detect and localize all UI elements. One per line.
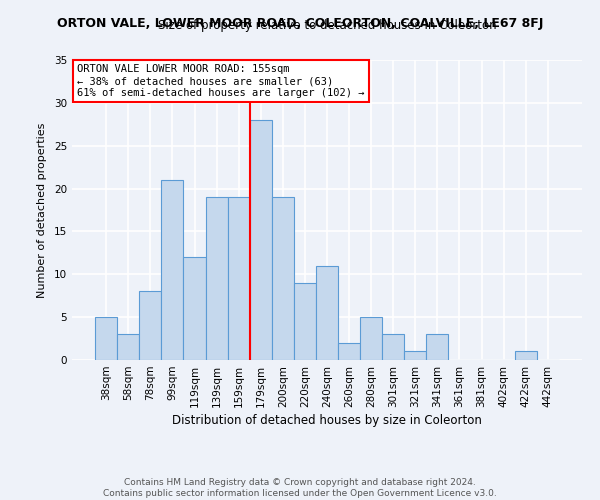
Bar: [515, 352, 537, 360]
Bar: [227, 197, 250, 360]
Bar: [117, 334, 139, 360]
Text: Contains HM Land Registry data © Crown copyright and database right 2024.
Contai: Contains HM Land Registry data © Crown c…: [103, 478, 497, 498]
Bar: [338, 343, 360, 360]
Bar: [427, 334, 448, 360]
Bar: [161, 180, 184, 360]
Y-axis label: Number of detached properties: Number of detached properties: [37, 122, 47, 298]
Title: Size of property relative to detached houses in Coleorton: Size of property relative to detached ho…: [158, 20, 496, 32]
Text: ORTON VALE, LOWER MOOR ROAD, COLEORTON, COALVILLE, LE67 8FJ: ORTON VALE, LOWER MOOR ROAD, COLEORTON, …: [57, 18, 543, 30]
Bar: [316, 266, 338, 360]
Bar: [272, 197, 294, 360]
Bar: [360, 317, 382, 360]
Text: ORTON VALE LOWER MOOR ROAD: 155sqm
← 38% of detached houses are smaller (63)
61%: ORTON VALE LOWER MOOR ROAD: 155sqm ← 38%…: [77, 64, 365, 98]
Bar: [294, 283, 316, 360]
Bar: [95, 317, 117, 360]
Bar: [184, 257, 206, 360]
Bar: [404, 352, 427, 360]
Bar: [139, 292, 161, 360]
Bar: [206, 197, 227, 360]
Bar: [250, 120, 272, 360]
Bar: [382, 334, 404, 360]
X-axis label: Distribution of detached houses by size in Coleorton: Distribution of detached houses by size …: [172, 414, 482, 427]
